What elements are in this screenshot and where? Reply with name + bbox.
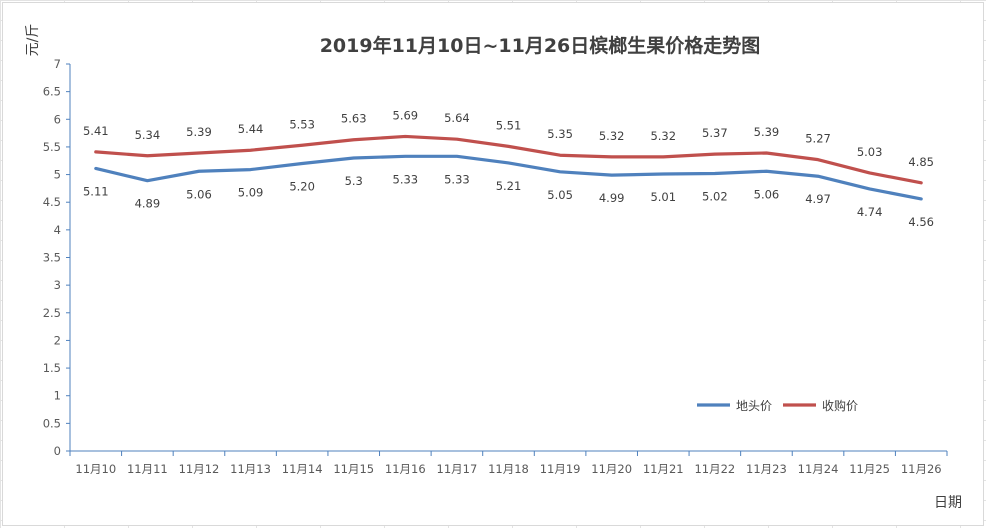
data-label: 5.39 — [186, 125, 212, 139]
data-labels: 5.11 4.89 5.06 5.09 5.20 5.3 5.33 5.33 5.21 5.05 4… — [83, 108, 934, 228]
y-tick-label: 5.5 — [43, 140, 61, 154]
data-label: 5.37 — [702, 126, 728, 140]
data-label: 5.34 — [135, 128, 161, 142]
y-tick-label: 4 — [54, 223, 61, 237]
x-tick-label: 11月20 — [591, 462, 632, 476]
y-tick-label: 1.5 — [43, 361, 61, 375]
y-tick-label: 7 — [54, 57, 61, 71]
x-tick-label: 11月25 — [849, 462, 890, 476]
data-label: 4.85 — [908, 155, 934, 169]
y-tick-label: 1 — [54, 389, 61, 403]
data-label: 5.32 — [650, 129, 676, 143]
data-label: 5.33 — [393, 172, 419, 186]
line-chart: 2019年11月10日~11月26日槟榔生果价格走势图 元/斤 日期 0 0.5 1… — [25, 24, 962, 511]
x-tick-label: 11月15 — [333, 462, 374, 476]
data-label: 5.09 — [238, 186, 264, 200]
data-label: 5.53 — [289, 117, 315, 131]
y-tick-label: 6.5 — [43, 85, 61, 99]
y-tick-label: 0.5 — [43, 416, 61, 430]
data-label: 5.32 — [599, 129, 625, 143]
legend: 地头价 收购价 — [697, 398, 858, 413]
data-label: 5.44 — [238, 122, 264, 136]
legend-label-1: 收购价 — [822, 398, 858, 413]
data-label: 4.99 — [599, 191, 625, 205]
x-axis-ticks: 11月10 11月11 11月12 11月13 11月14 11月15 11月16 11月17… — [69, 451, 948, 476]
data-label: 5.69 — [393, 108, 419, 122]
x-tick-label: 11月23 — [746, 462, 787, 476]
data-label: 5.02 — [702, 189, 728, 203]
x-tick-label: 11月10 — [75, 462, 116, 476]
y-tick-label: 3 — [54, 278, 61, 292]
x-tick-label: 11月14 — [282, 462, 323, 476]
data-label: 5.35 — [547, 127, 573, 141]
chart-title: 2019年11月10日~11月26日槟榔生果价格走势图 — [320, 34, 761, 57]
x-tick-label: 11月13 — [230, 462, 271, 476]
x-tick-label: 11月21 — [643, 462, 684, 476]
series-line-1 — [94, 134, 923, 185]
y-tick-label: 6 — [54, 112, 61, 126]
y-tick-label: 0 — [54, 444, 61, 458]
x-tick-label: 11月17 — [437, 462, 478, 476]
data-label: 5.63 — [341, 112, 367, 126]
y-tick-label: 4.5 — [43, 195, 61, 209]
data-label: 5.20 — [289, 180, 315, 194]
data-label: 5.51 — [496, 118, 522, 132]
x-tick-label: 11月11 — [127, 462, 168, 476]
x-tick-label: 11月22 — [694, 462, 735, 476]
data-label: 5.27 — [805, 132, 831, 146]
data-label: 5.11 — [83, 184, 109, 198]
y-tick-label: 3.5 — [43, 251, 61, 265]
data-label: 5.64 — [444, 111, 470, 125]
data-label: 5.3 — [345, 174, 363, 188]
y-axis-title: 元/斤 — [25, 24, 41, 57]
data-label: 5.41 — [83, 124, 109, 138]
x-tick-label: 11月12 — [179, 462, 220, 476]
data-label: 5.05 — [547, 188, 573, 202]
y-tick-label: 5 — [54, 168, 61, 182]
data-label: 4.89 — [135, 197, 161, 211]
data-label: 5.06 — [186, 187, 212, 201]
x-tick-label: 11月16 — [385, 462, 426, 476]
series-layer — [94, 134, 923, 201]
data-label: 4.56 — [908, 215, 934, 229]
data-label: 5.06 — [754, 187, 780, 201]
x-axis-title: 日期 — [934, 495, 962, 511]
data-label: 4.97 — [805, 192, 831, 206]
data-label: 5.21 — [496, 179, 522, 193]
data-label: 5.03 — [857, 145, 883, 159]
y-tick-label: 2.5 — [43, 306, 61, 320]
x-tick-label: 11月18 — [488, 462, 529, 476]
legend-label-0: 地头价 — [736, 399, 772, 413]
data-label: 5.33 — [444, 172, 470, 186]
x-tick-label: 11月24 — [798, 462, 839, 476]
x-tick-label: 11月26 — [901, 462, 942, 476]
data-label: 4.74 — [857, 205, 883, 219]
x-tick-label: 11月19 — [540, 462, 581, 476]
y-tick-label: 2 — [54, 333, 61, 347]
y-axis-ticks: 0 0.5 1 1.5 2 2.5 3 3.5 4 4.5 5 5.5 6 6.5 7 — [43, 57, 70, 458]
data-label: 5.39 — [754, 125, 780, 139]
data-label: 5.01 — [650, 190, 676, 204]
